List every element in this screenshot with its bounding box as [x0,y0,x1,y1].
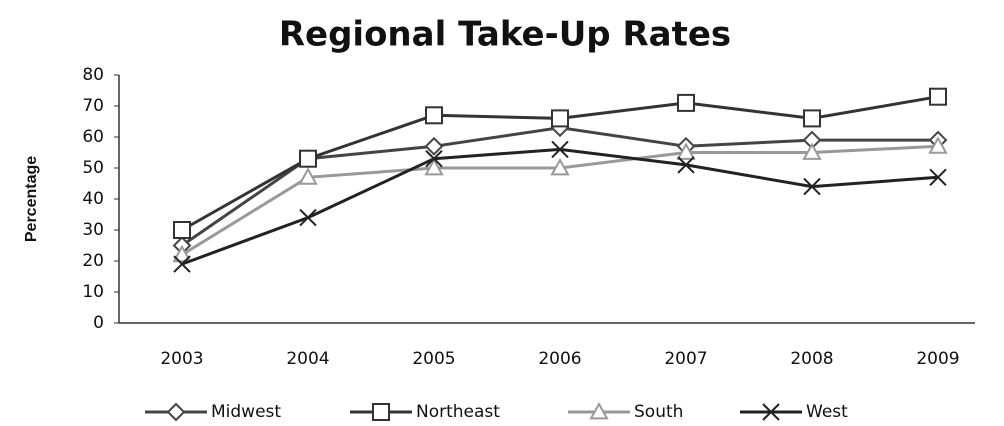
y-tick-label: 80 [82,65,104,85]
chart-title: Regional Take-Up Rates [279,15,731,55]
point [299,208,317,227]
legend-label: Midwest [211,402,281,422]
legend-label: West [806,402,848,422]
point [551,140,569,159]
point [803,109,821,128]
y-tick-label: 50 [82,158,104,178]
point [550,157,570,176]
point [299,149,317,168]
x-tick-label: 2003 [160,349,203,369]
point [172,244,192,263]
x-tick-label: 2005 [412,349,455,369]
point [298,167,318,185]
point [424,157,444,176]
point [803,177,821,196]
point [802,142,822,160]
point [929,168,947,187]
legend-marker [589,401,609,420]
legend-marker [166,402,186,422]
point [551,109,569,128]
point [928,136,948,154]
y-tick-label: 10 [82,282,104,302]
x-tick-label: 2007 [664,349,707,369]
legend-marker [372,403,390,421]
legend-label: Northeast [416,402,500,422]
y-tick-label: 0 [93,313,104,333]
point [676,142,696,160]
y-tick-label: 30 [82,220,104,240]
point [929,87,947,106]
point [424,136,444,156]
point [677,156,695,174]
legend-marker [762,403,780,421]
y-tick-label: 60 [82,127,104,147]
y-tick-label: 20 [82,251,104,271]
point [173,255,191,273]
y-tick-label: 40 [82,189,104,209]
y-axis-label: Percentage [23,156,40,242]
x-tick-label: 2009 [916,349,959,369]
x-tick-label: 2008 [790,349,833,369]
point [677,93,695,112]
legend-label: South [634,402,683,422]
point [425,149,443,168]
point [173,221,191,239]
point [425,106,443,125]
x-tick-label: 2004 [286,349,329,369]
y-tick-label: 70 [82,96,104,116]
x-tick-label: 2006 [538,349,581,369]
